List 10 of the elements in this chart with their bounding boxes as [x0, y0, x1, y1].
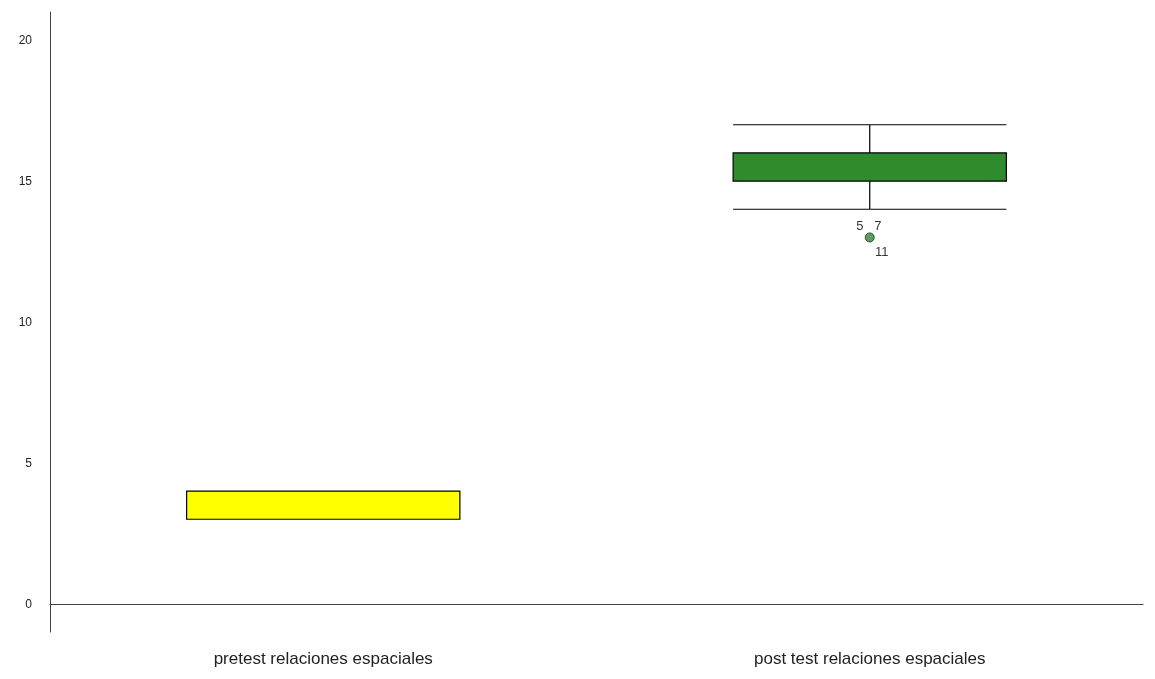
- y-tick-label: 20: [18, 33, 33, 48]
- x-tick-label: pretest relaciones espaciales: [213, 649, 433, 668]
- y-tick-label: 15: [18, 174, 33, 189]
- annotation: 5: [856, 217, 864, 233]
- y-tick-label: 0: [25, 596, 33, 611]
- y-tick-label: 5: [25, 455, 33, 470]
- y-tick-label: 10: [18, 315, 33, 329]
- annotation: 7: [874, 217, 882, 233]
- x-tick-label: post test relaciones espaciales: [753, 649, 986, 668]
- annotation: 11: [875, 243, 889, 259]
